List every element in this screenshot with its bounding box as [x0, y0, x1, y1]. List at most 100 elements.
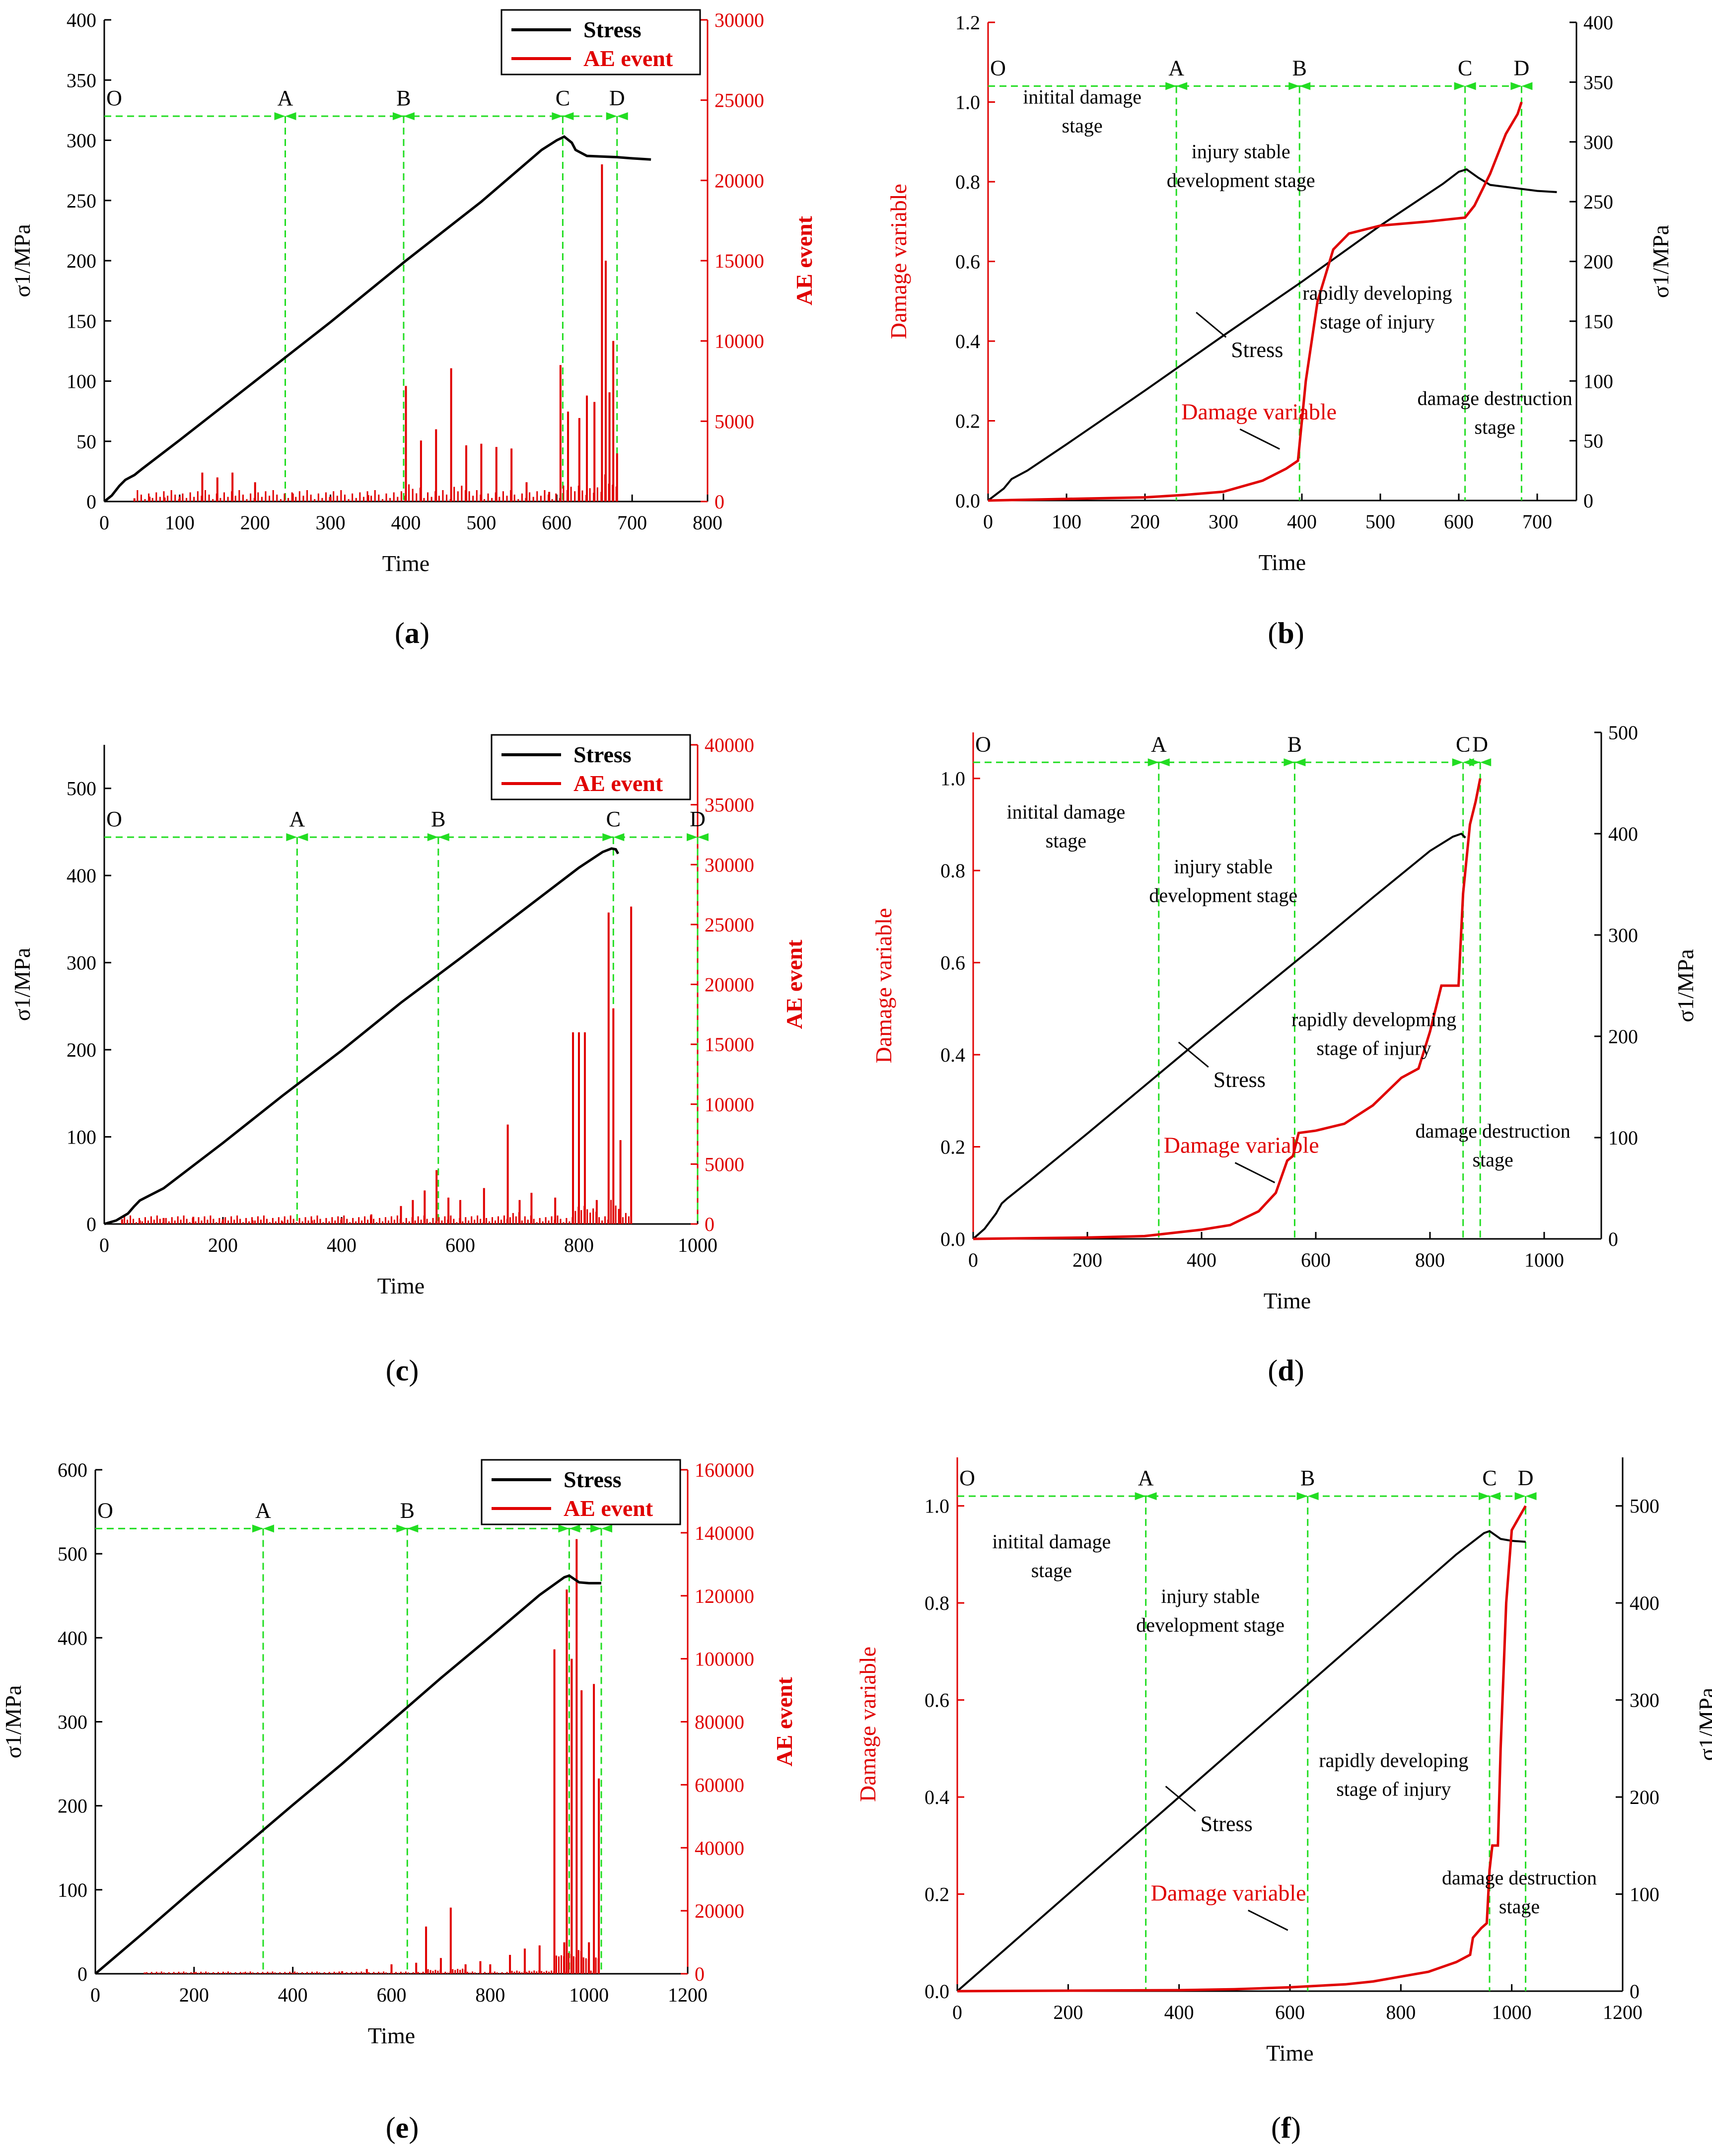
right-tick-label: 120000: [695, 1585, 754, 1607]
legend-box: [491, 734, 691, 800]
right-axis-label: AE event: [782, 939, 807, 1029]
stage-arrow-left: [1480, 758, 1492, 767]
panel-b: 0 100 200 300 400 500 600 7000.00.20.40.60.81.0…: [886, 11, 1673, 649]
stage-arrow-left: [613, 833, 625, 841]
stage-arrow-left: [698, 833, 709, 841]
stage-label-D: D: [1518, 1466, 1534, 1490]
left-tick-label: 200: [58, 1795, 87, 1817]
x-tick-label: 500: [1365, 510, 1395, 533]
left-tick-label: 0: [86, 1213, 96, 1235]
right-tick-label: 15000: [705, 1033, 754, 1056]
x-tick-label: 800: [564, 1234, 594, 1256]
x-tick-label: 400: [1287, 510, 1317, 533]
legend-ae-label: AE event: [573, 771, 663, 796]
right-tick-label: 20000: [714, 169, 764, 192]
stage-arrow-right: [1454, 82, 1465, 90]
x-tick-label: 600: [1275, 2001, 1305, 2023]
right-tick-label: 50: [1583, 430, 1603, 452]
stage-arrow-right: [1288, 82, 1300, 90]
stage3-annotation: rapidly developing: [1319, 1749, 1468, 1772]
damage-variable-line: [973, 778, 1482, 1240]
x-tick-label: 100: [1052, 510, 1081, 533]
left-tick-label: 100: [58, 1879, 87, 1901]
stage-arrow-left: [1465, 82, 1476, 90]
stress-line: [972, 832, 1466, 1240]
stage-label-A: A: [255, 1498, 271, 1522]
x-tick-label: 600: [377, 1984, 407, 2006]
left-tick-label: 400: [67, 9, 96, 31]
x-tick-label: 200: [179, 1984, 209, 2006]
left-tick-label: 150: [67, 310, 96, 332]
stage-label-B: B: [1287, 732, 1302, 756]
stage-label-A: A: [289, 807, 305, 831]
stage-label-A: A: [1168, 56, 1184, 80]
x-tick-label: 600: [542, 511, 571, 534]
x-tick-label: 800: [1386, 2001, 1416, 2023]
stage-arrow-left: [1176, 82, 1188, 90]
stage-label-D: D: [690, 807, 706, 831]
stage-arrow-right: [558, 1524, 570, 1533]
x-tick-label: 300: [316, 511, 346, 534]
stage2-annotation: injury stable: [1192, 141, 1290, 163]
stage3-annotation: rapidly developing: [1302, 282, 1452, 304]
right-tick-label: 25000: [714, 89, 764, 112]
left-tick-label: 200: [67, 250, 96, 272]
x-tick-label: 500: [466, 511, 496, 534]
left-tick-label: 0.2: [955, 410, 980, 432]
right-tick-label: 25000: [705, 914, 754, 936]
left-axis-label: Damage variable: [855, 1647, 880, 1802]
left-tick-label: 0.0: [925, 1980, 949, 2003]
stage-arrow-left: [438, 833, 449, 841]
x-tick-label: 0: [90, 1984, 100, 2006]
stage-arrow-right: [552, 112, 563, 120]
right-tick-label: 400: [1608, 823, 1638, 845]
left-axis-label: Damage variable: [886, 184, 911, 339]
stage-arrow-right: [687, 833, 698, 841]
left-tick-label: 100: [67, 1126, 96, 1149]
left-tick-label: 0.6: [925, 1689, 949, 1712]
x-tick-label: 1000: [678, 1234, 717, 1256]
stage-arrow-left: [297, 833, 308, 841]
x-tick-label: 200: [1130, 510, 1160, 533]
stage4-annotation: stage: [1475, 416, 1515, 438]
right-tick-label: 5000: [705, 1153, 744, 1175]
stage-label-B: B: [1292, 56, 1307, 80]
x-tick-label: 600: [445, 1234, 475, 1256]
stage-label-O: O: [975, 732, 991, 756]
right-tick-label: 100: [1608, 1127, 1638, 1149]
stage-arrow-right: [1135, 1492, 1146, 1501]
x-tick-label: 800: [1415, 1249, 1445, 1271]
right-tick-label: 140000: [695, 1522, 754, 1544]
stage1-annotation: initital damage: [1023, 86, 1141, 108]
x-tick-label: 600: [1444, 510, 1474, 533]
right-tick-label: 0: [714, 491, 724, 513]
x-tick-label: 1000: [1524, 1249, 1564, 1271]
left-tick-label: 300: [58, 1711, 87, 1733]
x-tick-label: 400: [327, 1234, 357, 1256]
right-tick-label: 0: [705, 1213, 714, 1235]
left-tick-label: 1.0: [925, 1495, 949, 1517]
stage4-annotation: damage destruction: [1416, 1120, 1570, 1142]
left-axis-label: Damage variable: [871, 908, 896, 1064]
stage-arrow-left: [1521, 82, 1533, 90]
stage-arrow-right: [1296, 1492, 1308, 1501]
left-tick-label: 0.4: [925, 1786, 949, 1808]
stress-annotation-arrow: [1165, 1786, 1196, 1812]
x-tick-label: 800: [475, 1984, 505, 2006]
stage-arrow-left: [407, 1524, 419, 1533]
right-tick-label: 80000: [695, 1711, 744, 1733]
right-tick-label: 350: [1583, 71, 1613, 93]
stage-arrow-left: [1525, 1492, 1537, 1501]
right-axis-label: AE event: [772, 1677, 797, 1767]
left-tick-label: 1.0: [940, 768, 965, 790]
x-tick-label: 0: [99, 511, 109, 534]
x-tick-label: 700: [617, 511, 647, 534]
stage-arrow-right: [274, 112, 285, 120]
stage-arrow-right: [590, 1524, 602, 1533]
right-tick-label: 200: [1583, 251, 1613, 273]
left-tick-label: 0.4: [955, 330, 980, 353]
x-tick-label: 300: [1209, 510, 1238, 533]
stage-arrow-left: [617, 112, 628, 120]
stage-arrow-left: [1294, 758, 1306, 767]
legend-box: [481, 1459, 681, 1525]
